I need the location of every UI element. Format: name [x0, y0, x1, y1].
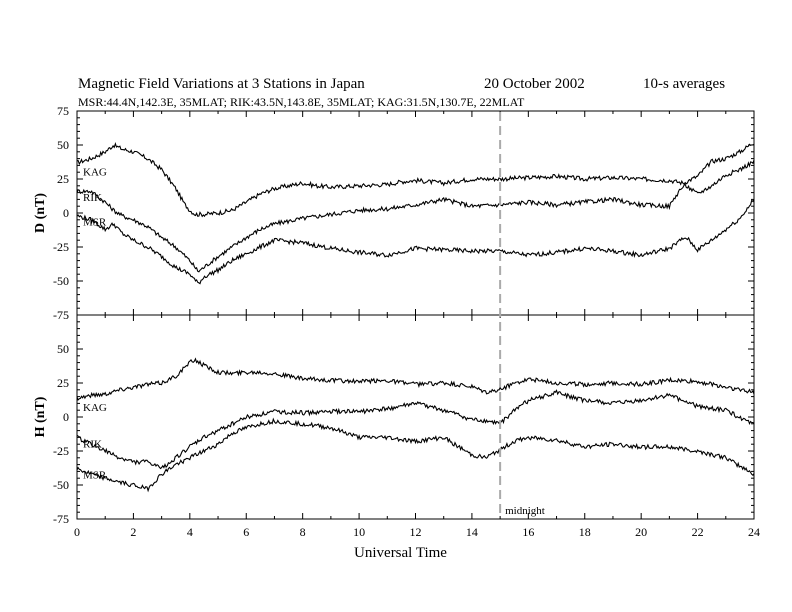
series-line-h-msr [76, 417, 755, 493]
series-label-d-kag: KAG [83, 167, 107, 179]
series-line-h-rik [76, 389, 755, 470]
series-label-d-rik: RIK [83, 192, 102, 204]
x-tick-label: 14 [466, 525, 478, 539]
y-tick-label-h: -75 [53, 512, 69, 526]
y-tick-label-h: 25 [57, 376, 69, 390]
panel-frame-h [76, 314, 755, 520]
series-line-d-msr [76, 198, 755, 285]
series-label-h-msr: MSR [83, 470, 107, 482]
y-axis-label-d: D (nT) [33, 193, 48, 233]
y-tick-label-d: 50 [57, 138, 69, 152]
y-tick-label-h: -50 [53, 478, 69, 492]
y-tick-label-d: 75 [57, 104, 69, 118]
series-line-d-rik [76, 159, 755, 273]
x-tick-label: 16 [522, 525, 534, 539]
x-tick-label: 12 [410, 525, 422, 539]
x-axis-label: Universal Time [354, 545, 447, 561]
series-line-d-kag [76, 141, 755, 218]
y-tick-label-d: -75 [53, 308, 69, 322]
y-tick-label-d: -50 [53, 274, 69, 288]
chart-title: Magnetic Field Variations at 3 Stations … [78, 76, 365, 92]
x-tick-label: 18 [579, 525, 591, 539]
chart-averaging: 10-s averages [643, 76, 725, 92]
x-tick-label: 20 [635, 525, 647, 539]
x-tick-label: 10 [353, 525, 365, 539]
midnight-label: midnight [505, 505, 545, 517]
chart-date: 20 October 2002 [484, 76, 585, 92]
y-tick-label-h: -25 [53, 444, 69, 458]
y-axis-label-h: H (nT) [33, 396, 48, 437]
x-tick-label: 8 [300, 525, 306, 539]
y-tick-label-d: -25 [53, 240, 69, 254]
y-tick-label-d: 0 [63, 206, 69, 220]
series-label-h-kag: KAG [83, 402, 107, 414]
y-tick-label-h: 50 [57, 342, 69, 356]
panel-frame-d [76, 110, 755, 316]
x-tick-label: 22 [692, 525, 704, 539]
x-tick-label: 2 [130, 525, 136, 539]
x-tick-label: 0 [74, 525, 80, 539]
y-tick-label-h: 0 [63, 410, 69, 424]
x-tick-label: 24 [748, 525, 760, 539]
series-label-d-msr: MSR [83, 217, 107, 229]
chart-subtitle: MSR:44.4N,142.3E, 35MLAT; RIK:43.5N,143.… [78, 95, 525, 109]
x-tick-label: 4 [187, 525, 193, 539]
x-tick-label: 6 [243, 525, 249, 539]
panel-d: 75 50 25 0 -25 -50 -75 D (nT) KAG RIK MSR [33, 104, 755, 322]
y-tick-label-d: 25 [57, 172, 69, 186]
series-label-h-rik: RIK [83, 438, 102, 450]
series-line-h-kag [76, 357, 755, 401]
